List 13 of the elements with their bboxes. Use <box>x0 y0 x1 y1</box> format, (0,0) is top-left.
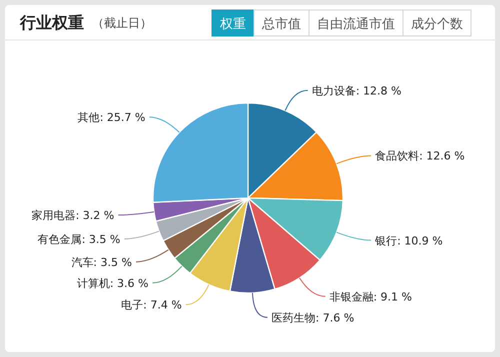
slice-label: 计算机: 3.6 % <box>76 276 149 290</box>
slice-label: 医药生物: 7.6 % <box>272 311 354 324</box>
slice-label: 银行: 10.9 % <box>374 234 443 248</box>
chart-title: 行业权重 <box>19 13 84 32</box>
slice-label: 电力设备: 12.8 % <box>312 84 402 98</box>
slice-label: 电子: 7.4 % <box>121 298 182 312</box>
slice-label: 非银金融: 9.1 % <box>329 290 412 304</box>
slice-label: 家用电器: 3.2 % <box>32 209 114 222</box>
slice-label: 食品饮料: 12.6 % <box>375 150 465 163</box>
chart-subtitle: （截止日） <box>92 16 152 30</box>
slice-label: 汽车: 3.5 % <box>71 256 132 269</box>
slice-label: 有色金属: 3.5 % <box>38 232 120 246</box>
slice-label: 其他: 25.7 % <box>78 111 146 124</box>
